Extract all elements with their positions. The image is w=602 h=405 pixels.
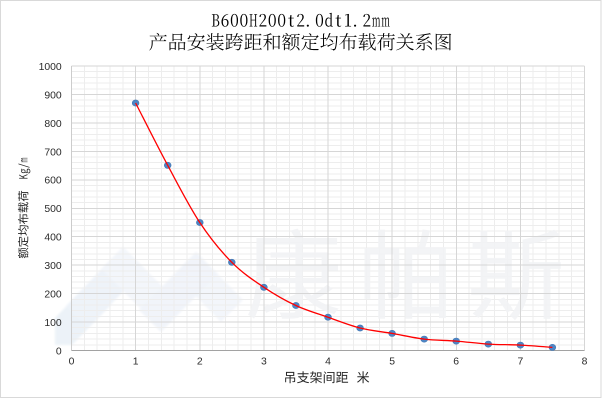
svg-text:0: 0	[69, 357, 75, 368]
svg-text:900: 900	[44, 90, 62, 101]
svg-text:8: 8	[582, 357, 588, 368]
svg-text:0: 0	[56, 346, 62, 357]
svg-text:400: 400	[44, 233, 62, 244]
svg-text:4: 4	[325, 357, 331, 368]
svg-text:5: 5	[389, 357, 395, 368]
svg-text:100: 100	[44, 318, 62, 329]
svg-text:6: 6	[453, 357, 459, 368]
svg-text:1: 1	[133, 357, 139, 368]
svg-text:600: 600	[44, 176, 62, 187]
svg-text:500: 500	[44, 204, 62, 215]
svg-text:3: 3	[261, 357, 267, 368]
svg-text:300: 300	[44, 261, 62, 272]
svg-text:200: 200	[44, 290, 62, 301]
svg-text:2: 2	[197, 357, 203, 368]
svg-text:1000: 1000	[39, 62, 62, 73]
svg-text:800: 800	[44, 119, 62, 130]
svg-text:700: 700	[44, 147, 62, 158]
svg-text:7: 7	[518, 357, 524, 368]
